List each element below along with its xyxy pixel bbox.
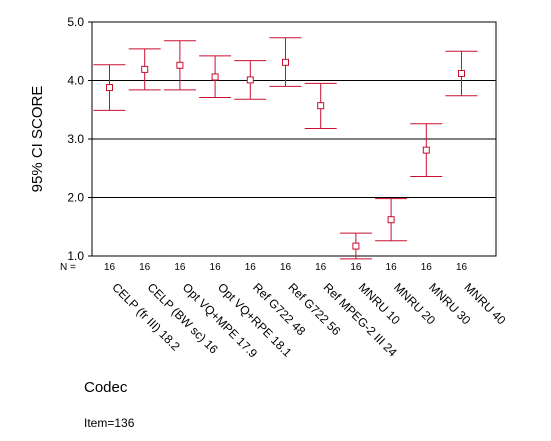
mean-marker-0: [106, 84, 113, 92]
footnote: Item=136: [84, 416, 135, 430]
y-tick-label-2: 3.0: [67, 132, 84, 146]
mean-marker-4: [246, 76, 254, 84]
n-value-6: 16: [315, 262, 327, 273]
n-value-7: 16: [350, 262, 362, 273]
error-bar-0: [93, 64, 126, 111]
n-value-10: 16: [456, 262, 468, 273]
mean-marker-8: [387, 216, 395, 224]
error-bar-9: [410, 123, 443, 177]
error-bar-10: [445, 50, 478, 97]
mean-marker-9: [422, 146, 430, 154]
error-bar-1: [128, 48, 161, 91]
error-bars: [93, 37, 478, 260]
n-value-5: 16: [280, 262, 292, 273]
x-axis-title: Codec: [84, 379, 128, 396]
y-tick-label-3: 4.0: [67, 74, 84, 88]
y-axis-ticks: 1.0 2.0 3.0 4.0 5.0: [67, 15, 92, 263]
error-bar-7: [339, 232, 372, 260]
n-value-2: 16: [174, 262, 186, 273]
y-tick-label-4: 5.0: [67, 15, 84, 29]
error-bar-6: [304, 82, 337, 129]
mean-marker-5: [282, 58, 289, 66]
n-label: N =: [60, 262, 76, 273]
n-value-1: 16: [139, 262, 151, 273]
error-bar-3: [199, 55, 232, 98]
mean-marker-10: [458, 69, 465, 77]
n-value-9: 16: [421, 262, 433, 273]
y-tick-label-1: 2.0: [67, 191, 84, 205]
y-tick-label-0: 1.0: [67, 249, 84, 263]
n-value-0: 16: [104, 262, 116, 273]
reference-lines: [92, 80, 496, 198]
mean-marker-6: [317, 102, 325, 110]
error-bar-8: [375, 198, 408, 242]
y-axis-label: 95% CI SCORE: [29, 86, 46, 193]
error-bar-2: [163, 40, 196, 91]
mean-marker-1: [141, 65, 149, 73]
mean-marker-3: [211, 73, 219, 81]
error-bar-5: [269, 37, 302, 87]
n-values: 16 16 16 16 16 16 16 16 16 16 16: [104, 262, 468, 273]
mean-marker-2: [176, 61, 184, 69]
n-value-4: 16: [245, 262, 257, 273]
error-bar-4: [234, 60, 267, 100]
n-value-3: 16: [210, 262, 222, 273]
mean-marker-7: [352, 242, 360, 250]
n-value-8: 16: [386, 262, 398, 273]
